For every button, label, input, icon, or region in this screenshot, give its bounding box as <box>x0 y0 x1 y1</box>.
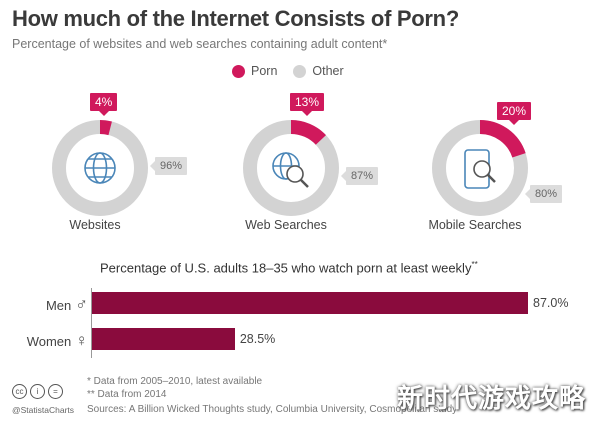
footnote-2: ** Data from 2014 <box>87 388 167 400</box>
donut-mobile-searches-other-badge: 80% <box>524 185 563 203</box>
bar-value-women: 28.5% <box>239 332 276 346</box>
female-symbol-icon: ♀ <box>75 331 88 350</box>
chart-title: How much of the Internet Consists of Por… <box>12 6 459 31</box>
donut-websites <box>50 118 150 223</box>
cc-icon: cc <box>12 384 27 399</box>
bar-category-women-label: Women <box>26 333 72 349</box>
legend-label-porn: Porn <box>251 64 278 78</box>
donut-web-searches-porn-slice <box>290 120 326 145</box>
bar-category-men: Men ♂ <box>46 295 88 315</box>
legend-label-other: Other <box>312 64 344 78</box>
bar-row-women: Women ♀ 28.5% <box>0 328 594 356</box>
footnotes: * Data from 2005–2010, latest available … <box>87 376 262 401</box>
license-icons: cc i = <box>12 384 63 399</box>
donut-mobile-searches-svg <box>432 120 528 216</box>
donut-websites-porn-slice <box>99 120 112 136</box>
legend: Porn Other <box>232 64 344 78</box>
watermark: 新时代游戏攻略 <box>396 384 586 414</box>
footnote-1: * Data from 2005–2010, latest available <box>87 376 263 387</box>
globe-icon <box>84 152 116 184</box>
donut-web-searches-label: Web Searches <box>245 218 327 232</box>
donut-mobile-searches-porn-badge: 20% <box>497 102 532 125</box>
donut-websites-other-badge: 96% <box>149 157 188 175</box>
attribution-icon: i <box>30 384 45 399</box>
bar-chart-title-text: Percentage of U.S. adults 18–35 who watc… <box>100 260 472 276</box>
no-derivatives-icon: = <box>48 384 63 399</box>
donut-mobile-searches-porn-slice <box>479 120 526 158</box>
globe-search-icon <box>272 152 309 188</box>
bar-category-women: Women ♀ <box>27 331 88 351</box>
donut-mobile-searches-label: Mobile Searches <box>428 218 522 232</box>
male-symbol-icon: ♂ <box>75 295 88 314</box>
donut-websites-porn-badge: 4% <box>90 93 118 116</box>
donut-web-searches <box>241 118 341 223</box>
bar-men <box>92 292 528 314</box>
legend-item-other: Other <box>293 64 344 78</box>
chart-subtitle: Percentage of websites and web searches … <box>12 37 388 51</box>
donut-websites-svg <box>52 120 148 216</box>
donut-websites-label: Websites <box>69 218 121 232</box>
legend-item-porn: Porn <box>232 64 277 78</box>
donut-web-searches-porn-badge: 13% <box>290 93 325 116</box>
mobile-search-icon <box>464 149 496 189</box>
donut-web-searches-other-badge: 87% <box>340 167 379 185</box>
bar-row-men: Men ♂ 87.0% <box>0 292 594 320</box>
donut-mobile-searches <box>430 118 530 223</box>
donut-web-searches-svg <box>243 120 339 216</box>
statista-handle: @StatistaCharts <box>12 405 75 415</box>
bar-women <box>92 328 235 350</box>
bar-chart-title: Percentage of U.S. adults 18–35 who watc… <box>100 260 478 275</box>
legend-swatch-other <box>293 64 307 78</box>
bar-axis-line <box>91 288 92 358</box>
source-note: Sources: A Billion Wicked Thoughts study… <box>87 404 458 415</box>
bar-chart-title-mark: ** <box>471 260 478 269</box>
bar-category-men-label: Men <box>45 297 72 313</box>
bar-value-men: 87.0% <box>533 296 569 310</box>
legend-swatch-porn <box>232 64 245 78</box>
